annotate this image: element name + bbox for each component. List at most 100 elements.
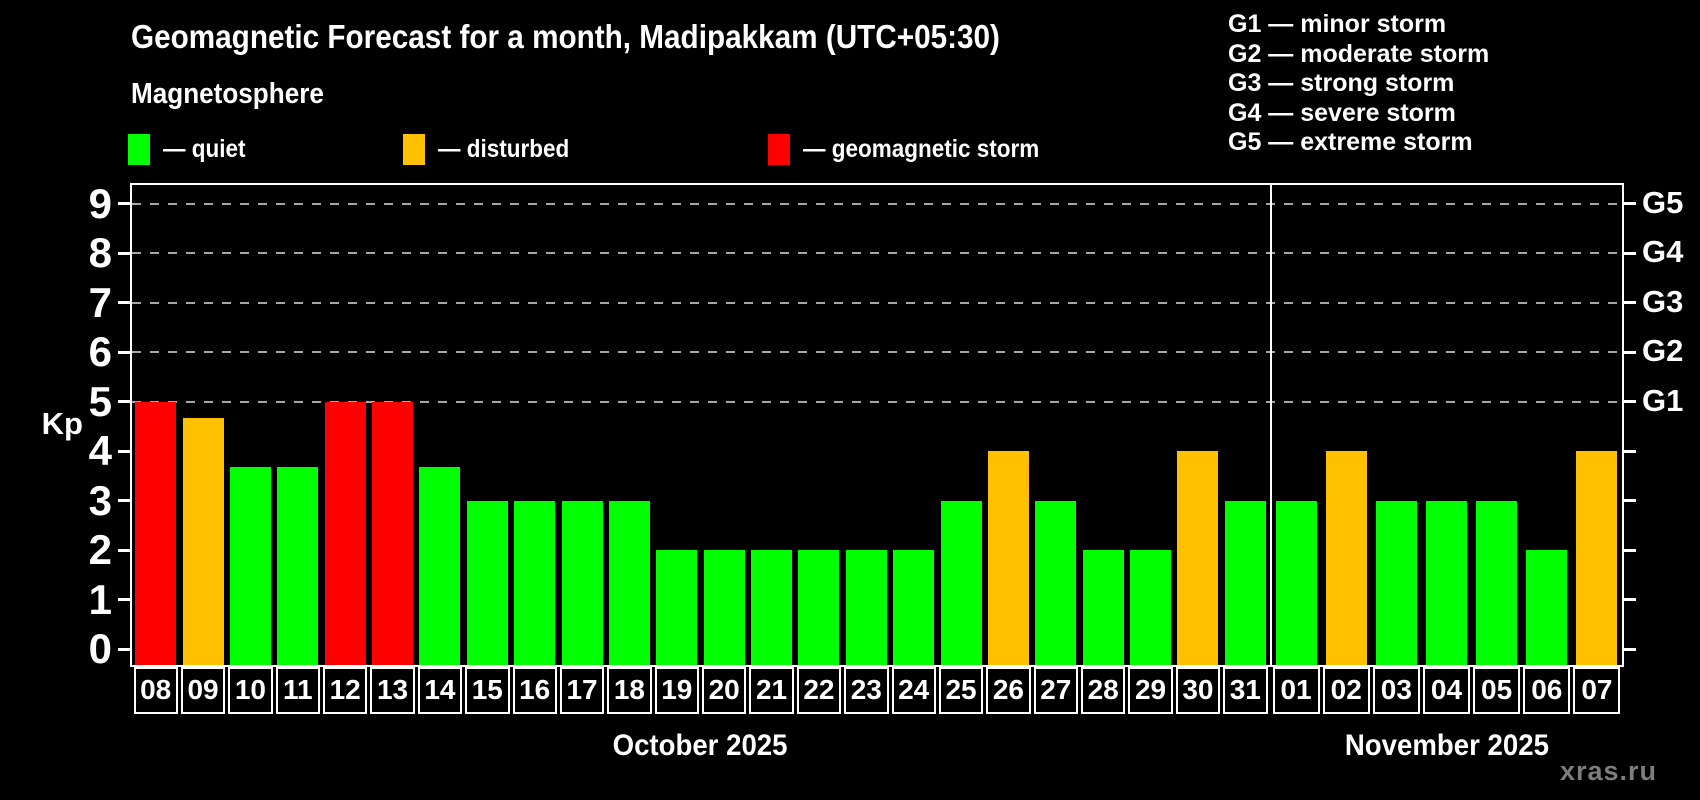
g-scale-label-g2: G2 [1642, 333, 1684, 368]
day-label: 21 [749, 667, 794, 714]
gridline-kp5 [132, 400, 1622, 403]
chart-area: 0 1 2 3 4 5 6 7 8 9 Kp G1 G2 G3 G4 G5 08 09 10 11 12 13 14 15 16… [42, 180, 1684, 793]
kp-bar [1325, 451, 1367, 665]
kp-bar [182, 417, 224, 665]
month-label-text: November 2025 [1344, 729, 1549, 762]
y-axis-tick-label: 2 [88, 526, 112, 573]
day-label: 24 [891, 667, 936, 714]
legend-item-label: — quiet [163, 135, 246, 163]
kp-bar [1177, 451, 1219, 665]
y-axis-tick-label: 4 [88, 427, 112, 474]
y-axis-tick-label: 0 [88, 625, 112, 672]
legend-item: — geomagnetic storm [767, 134, 1066, 165]
y-axis-tick-right [1624, 251, 1636, 255]
day-label: 04 [1422, 667, 1471, 714]
kp-bar [419, 467, 461, 665]
kp-bar [514, 500, 556, 665]
kp-bar [751, 550, 793, 665]
gridline-kp9 [132, 202, 1622, 205]
y-axis-tick-right [1624, 449, 1636, 453]
day-label: 11 [275, 667, 320, 714]
kp-bar [608, 500, 650, 665]
gridline-kp7 [132, 301, 1622, 304]
y-axis-tick-right [1624, 202, 1636, 205]
y-axis-tick [118, 350, 130, 354]
chart-title: Geomagnetic Forecast for a month, Madipa… [131, 18, 1097, 56]
kp-bar [1224, 500, 1266, 665]
y-axis-tick-label: 9 [88, 179, 112, 227]
y-axis-tick-label: 8 [88, 229, 112, 276]
gridline-kp8 [132, 252, 1622, 254]
kp-bar [703, 550, 745, 665]
kp-bar [372, 401, 414, 665]
kp-status-legend: — quiet — disturbed — geomagnetic storm [128, 134, 1065, 165]
gridline-kp6 [132, 351, 1622, 353]
g-scale-label-g1: G1 [1642, 382, 1684, 418]
kp-bar [1035, 500, 1077, 665]
month-label: October 2025 [132, 729, 1269, 763]
day-label: 01 [1272, 667, 1320, 714]
kp-bar [1476, 500, 1518, 665]
kp-bar [987, 451, 1029, 665]
kp-bar [324, 401, 366, 665]
y-axis-tick-right [1624, 647, 1636, 651]
y-axis-title: Kp [41, 406, 83, 442]
y-axis-tick [118, 548, 130, 552]
kp-bar [1375, 500, 1417, 665]
quiet-color-swatch [128, 134, 150, 165]
legend-item-label: — geomagnetic storm [802, 135, 1039, 163]
kp-bar [1426, 500, 1467, 665]
disturbed-color-swatch [402, 134, 425, 165]
y-axis-tick-right [1624, 400, 1636, 403]
day-label: 29 [1128, 667, 1173, 714]
day-label: 02 [1322, 667, 1370, 714]
kp-bar [798, 550, 840, 665]
y-axis-tick [118, 449, 130, 453]
y-axis-tick-right [1624, 548, 1636, 552]
legend-item: — quiet [128, 134, 255, 165]
kp-bar [1275, 500, 1317, 665]
kp-bar [561, 500, 603, 665]
storm-scale-legend-item: G5 — extreme storm [1228, 128, 1473, 156]
y-axis-tick [118, 251, 130, 255]
y-axis-tick-right [1624, 598, 1636, 601]
day-label: 07 [1573, 667, 1621, 714]
kp-bar [940, 500, 982, 665]
day-label: 28 [1081, 667, 1126, 714]
y-axis-tick [118, 499, 130, 502]
kp-bar [135, 401, 177, 665]
watermark: xras.ru [1559, 756, 1657, 786]
month-label: November 2025 [1271, 729, 1622, 763]
y-axis-tick [118, 598, 130, 601]
kp-bar [277, 467, 319, 665]
chart-title-text: Geomagnetic Forecast for a month, Madipa… [131, 18, 1000, 55]
month-separator-line [1270, 185, 1272, 665]
y-axis-tick [118, 647, 130, 651]
g-scale-label-g4: G4 [1642, 234, 1684, 269]
day-label: 06 [1523, 667, 1571, 714]
y-axis-tick [118, 400, 130, 403]
y-axis-tick-label: 5 [88, 377, 112, 425]
kp-bar [1576, 451, 1618, 665]
y-axis-tick-label: 1 [88, 575, 112, 623]
kp-bar [466, 500, 508, 665]
storm-scale-legend-item: G2 — moderate storm [1228, 39, 1490, 68]
kp-bar [893, 550, 935, 665]
y-axis-tick-right [1624, 350, 1636, 354]
kp-bar [1130, 550, 1172, 665]
day-label: 30 [1175, 667, 1221, 714]
day-label: 26 [986, 667, 1031, 714]
day-label: 27 [1033, 667, 1078, 714]
g-scale-label-g3: G3 [1642, 283, 1684, 319]
day-label: 12 [323, 667, 368, 714]
kp-bar [1082, 550, 1124, 665]
day-label: 14 [417, 667, 463, 714]
day-label: 19 [654, 667, 699, 714]
y-axis-tick-label: 3 [88, 476, 112, 524]
day-label: 13 [370, 667, 415, 714]
y-axis-tick-label: 7 [88, 278, 112, 326]
kp-bar [656, 550, 698, 665]
legend-item: — disturbed [402, 134, 584, 165]
legend-item-label: — disturbed [437, 135, 569, 163]
